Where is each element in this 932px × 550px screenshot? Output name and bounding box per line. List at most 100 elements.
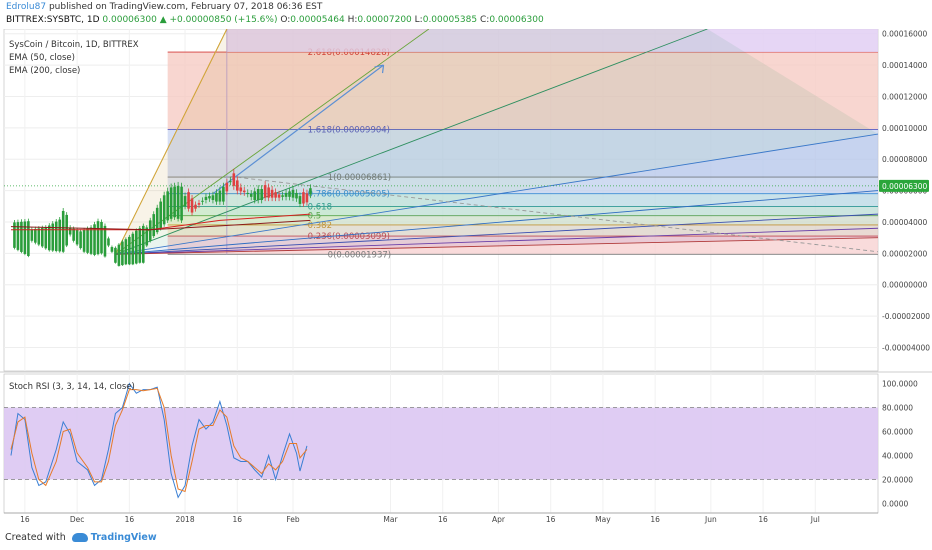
candle-body: [298, 196, 302, 204]
candle-body: [187, 192, 190, 209]
last-price-badge-label: 0.00006300: [882, 182, 928, 191]
fan-ray: [115, 237, 879, 255]
fib-zone: [167, 52, 879, 130]
fib-level-label: 0.786(0.00005805): [308, 190, 390, 200]
candle-body: [256, 189, 260, 200]
candle-body: [166, 191, 169, 221]
brand-text: TradingView: [90, 532, 157, 543]
candle-body: [107, 238, 110, 246]
price-axis: -0.00004000 -0.00002000 0.00000000 0.000020…: [879, 30, 930, 352]
candle-body: [197, 203, 201, 205]
candle-body: [30, 229, 34, 241]
candle-body: [124, 239, 128, 265]
symbol-name: BITTREX:SYSBTC, 1D: [6, 15, 100, 25]
projection-arrow: [212, 64, 384, 195]
time-tick-label: Apr: [492, 515, 506, 524]
price-change: +0.00000850 (+15.6%): [169, 15, 278, 25]
close-value: 0.00006300: [489, 15, 544, 25]
price-tick-label: -0.00002000: [882, 312, 930, 321]
candle-body: [110, 247, 114, 252]
high-key: H:: [347, 15, 358, 25]
candle-body: [235, 180, 239, 191]
last-price: 0.00006300: [102, 15, 157, 25]
candle-body: [20, 221, 23, 252]
candle-body: [13, 222, 16, 248]
candle-body: [201, 200, 204, 202]
candle-body: [23, 221, 27, 254]
fib-level-label: 0(0.00001937): [328, 250, 391, 260]
candle-body: [194, 204, 197, 209]
open-value: 0.00005464: [290, 15, 345, 25]
candle-body: [34, 228, 37, 243]
price-tick-label: 0.00016000: [882, 30, 928, 39]
up-arrow-icon: ▲: [159, 15, 167, 25]
candle-body: [145, 227, 149, 246]
candle-body: [44, 227, 48, 249]
candle-body: [242, 190, 246, 193]
low-key: L:: [414, 15, 423, 25]
candle-body: [215, 192, 218, 202]
fib-level-label: 0.236(0.00003099): [308, 232, 390, 242]
candle-body: [68, 227, 72, 235]
stoch-tick-label: 0.0000: [882, 499, 908, 508]
candle-body: [190, 198, 194, 213]
time-tick-label: May: [595, 515, 611, 524]
candle-body: [135, 230, 138, 264]
time-tick-label: Mar: [383, 515, 398, 524]
candle-body: [180, 186, 183, 221]
price-tick-label: 0.00004000: [882, 218, 928, 227]
fib-level-label: 1.618(0.00009904): [308, 125, 390, 135]
candle-body: [89, 227, 93, 254]
fib-zone: [167, 206, 879, 216]
candle-body: [41, 227, 44, 247]
candle-body: [277, 194, 281, 198]
price-tick-label: 0.00002000: [882, 249, 928, 258]
candle-body: [103, 225, 107, 257]
fib-zone: [167, 129, 879, 178]
fib-level-label: 2.618(0.00014828): [308, 48, 390, 58]
candle-body: [79, 231, 82, 249]
stoch-tick-label: 20.0000: [882, 475, 913, 484]
candle-body: [37, 228, 41, 245]
symbol-line: BITTREX:SYSBTC, 1D 0.00006300 ▲ +0.00000…: [6, 15, 544, 25]
candle-body: [309, 188, 312, 195]
author-link[interactable]: Edrolu87: [6, 2, 47, 12]
stoch-tick-label: 60.0000: [882, 428, 913, 437]
price-chart[interactable]: 0(0.00001937)0.236(0.00003099)0.3820.50.…: [0, 29, 932, 529]
fib-zone: [167, 224, 879, 237]
time-tick-label: 16: [20, 515, 30, 524]
created-with-text: Created with: [5, 532, 66, 543]
time-tick-label: 16: [650, 515, 660, 524]
time-tick-label: Feb: [286, 515, 300, 524]
candle-body: [284, 192, 288, 197]
candle-body: [274, 192, 277, 198]
candle-body: [148, 220, 152, 241]
cloud-icon: [71, 533, 88, 542]
candle-body: [51, 223, 55, 251]
price-tick-label: 0.00014000: [882, 61, 928, 70]
candle-body: [138, 228, 142, 263]
candle-body: [128, 236, 131, 265]
last-price-badge: [879, 179, 929, 192]
fib-upper-zone: [226, 29, 878, 53]
stoch-k-line: [10, 382, 308, 499]
tradingview-logo[interactable]: TradingView: [71, 532, 157, 543]
publish-line: Edrolu87 published on TradingView.com, F…: [6, 2, 322, 12]
candle-body: [222, 186, 225, 202]
stoch-tick-label: 100.0000: [882, 380, 918, 389]
candle-body: [173, 186, 176, 218]
candle-body: [121, 241, 124, 266]
stoch-band: [4, 407, 878, 480]
fan-ray: [115, 29, 708, 255]
time-tick-label: 16: [125, 515, 135, 524]
candle-body: [61, 210, 65, 252]
time-tick-label: 16: [233, 515, 243, 524]
close-key: C:: [480, 15, 490, 25]
time-tick-label: Dec: [70, 515, 85, 524]
footer: Created with TradingView: [5, 532, 157, 543]
candle-body: [72, 228, 75, 241]
candle-body: [253, 191, 257, 200]
candle-body: [288, 191, 291, 197]
time-tick-label: 2018: [176, 515, 195, 524]
candle-body: [86, 228, 89, 253]
